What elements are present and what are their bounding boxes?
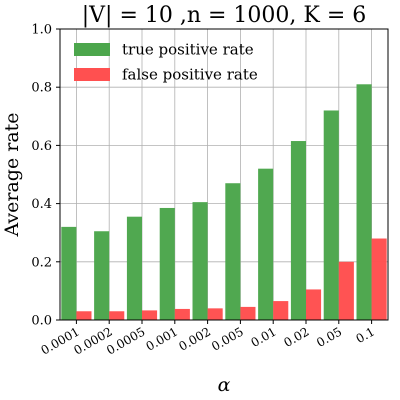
bar-true-positive-rate [61,226,77,320]
bar-false-positive-rate [371,238,387,320]
y-axis-label: Average rate [1,112,23,237]
y-tick-label: 0.8 [31,81,52,96]
bar-true-positive-rate [290,141,306,320]
legend-swatch [74,68,110,81]
x-tick-label: 0.05 [314,324,344,349]
legend-swatch [74,43,110,56]
x-tick-label: 0.002 [176,324,213,353]
plot-frame [59,28,389,321]
bar-false-positive-rate [174,308,190,320]
bars [61,84,387,320]
bar-true-positive-rate [323,110,339,320]
bar-false-positive-rate [306,289,322,320]
legend-label: false positive rate [122,66,258,84]
bar-false-positive-rate [273,301,289,320]
bar-true-positive-rate [258,168,274,320]
x-tick-label: 0.001 [144,324,181,353]
y-tick-label: 0.4 [31,197,52,212]
y-tick-label: 1.0 [31,23,52,38]
bar-false-positive-rate [76,311,92,320]
x-tick-label: 0.02 [281,324,311,349]
bar-false-positive-rate [240,306,256,320]
y-tick-label: 0.2 [31,255,52,270]
legend: true positive rate false positive rate [74,41,258,84]
legend-label: true positive rate [122,41,254,59]
y-axis-ticks: 0.0 0.2 0.4 0.6 0.8 1.0 [31,23,60,329]
y-tick-label: 0.6 [31,139,52,154]
bar-false-positive-rate [109,311,125,320]
x-tick-label: 0.005 [209,324,246,353]
bar-true-positive-rate [192,202,208,320]
bar-true-positive-rate [225,183,241,320]
bar-true-positive-rate [356,84,372,320]
x-tick-label: 0.0005 [104,324,147,357]
x-tick-label: 0.1 [354,324,378,346]
bar-false-positive-rate [142,310,158,320]
bar-false-positive-rate [207,308,223,320]
bar-true-positive-rate [159,207,175,320]
bar-true-positive-rate [94,231,110,320]
x-tick-label: 0.01 [249,324,279,349]
y-tick-label: 0.0 [31,314,52,329]
bar-true-positive-rate [126,216,142,320]
bar-false-positive-rate [338,261,354,320]
chart-title: |V| = 10 ,n = 1000, K = 6 [82,3,367,28]
x-axis-label: α [218,374,231,396]
